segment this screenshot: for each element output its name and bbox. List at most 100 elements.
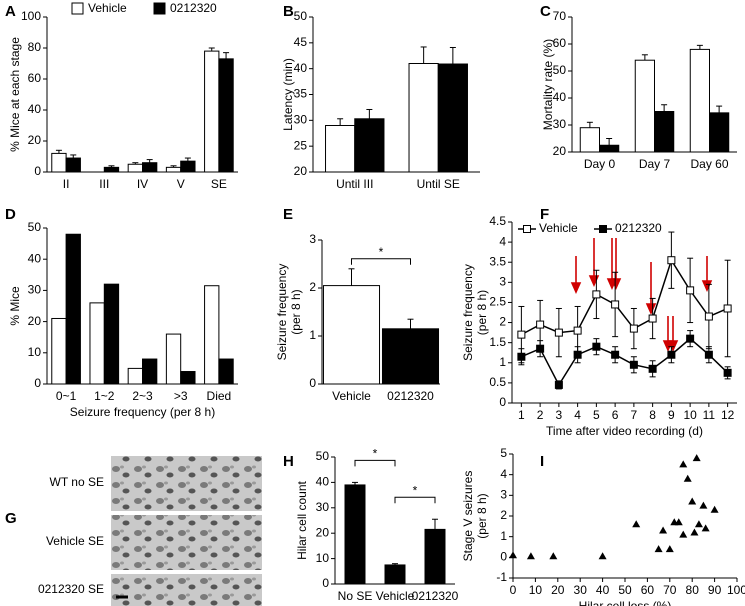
y-tick-label: 0.5: [489, 375, 506, 389]
y-tick-label: 2.5: [489, 295, 506, 309]
bar: [218, 58, 234, 173]
significance-bracket: [354, 459, 396, 467]
bar: [408, 63, 439, 173]
marker: [665, 545, 674, 553]
bar: [689, 48, 710, 153]
y-axis-label: Mortality rate (%): [541, 39, 555, 130]
marker: [517, 352, 526, 361]
x-tick-label: Day 7: [639, 157, 671, 171]
y-tick-label: 80: [28, 40, 42, 54]
bar: [218, 358, 234, 385]
marker: [573, 326, 582, 335]
y-tick-label: 0: [500, 550, 507, 564]
bar: [127, 163, 144, 173]
y-tick-label: 3: [500, 488, 507, 502]
y-axis-label: Seizure frequency: [275, 264, 289, 361]
y-tick-label: 2: [499, 315, 506, 329]
bar: [142, 358, 158, 385]
y-tick-label: 60: [28, 71, 42, 85]
bar: [579, 127, 600, 153]
y-tick-label: 20: [553, 144, 567, 158]
bar: [165, 333, 182, 385]
x-tick-label: Vehicle: [332, 389, 371, 403]
marker: [517, 330, 526, 339]
y-tick-label: 4: [500, 467, 507, 481]
y-tick-label: 40: [28, 102, 42, 116]
x-tick-label: 12: [721, 408, 735, 422]
bar: [344, 484, 366, 585]
x-tick-label: 9: [668, 408, 675, 422]
y-tick-label: 50: [294, 9, 308, 23]
x-tick-label: Vehicle: [376, 589, 415, 603]
x-tick-label: Until III: [336, 177, 373, 191]
y-tick-label: 70: [553, 9, 567, 23]
x-tick-label: 4: [574, 408, 581, 422]
y-axis-label: (per 8 h): [475, 493, 489, 538]
x-tick-label: II: [63, 177, 70, 191]
marker: [536, 344, 545, 353]
bar: [65, 157, 81, 173]
bar: [103, 283, 120, 385]
y-tick-label: 20: [28, 314, 42, 328]
y-axis-label: Latency (min): [281, 58, 295, 131]
x-tick-label: 0: [510, 583, 517, 597]
y-tick-label: 35: [294, 87, 308, 101]
y-tick-label: 40: [294, 61, 308, 75]
x-tick-label: 90: [708, 583, 722, 597]
marker: [554, 380, 563, 389]
y-axis-label: % Mice: [8, 286, 22, 326]
y-tick-label: 30: [28, 283, 42, 297]
marker: [509, 551, 517, 559]
y-tick-label: 4: [499, 234, 506, 248]
histology-image: [111, 574, 262, 606]
series-line: [521, 337, 729, 387]
y-tick-label: 40: [553, 90, 567, 104]
marker: [611, 350, 620, 359]
y-tick-label: 1.5: [489, 335, 506, 349]
marker: [686, 334, 695, 343]
bar: [103, 166, 120, 173]
marker: [629, 324, 638, 333]
y-tick-label: 50: [28, 220, 42, 234]
x-tick-label: 80: [686, 583, 700, 597]
marker: [674, 518, 683, 526]
y-tick-label: 10: [28, 345, 42, 359]
panel-label: D: [5, 206, 16, 223]
x-tick-label: V: [177, 177, 185, 191]
marker: [679, 530, 688, 538]
x-tick-label: 10: [683, 408, 697, 422]
bar: [127, 367, 144, 385]
marker: [549, 552, 558, 560]
bar: [709, 112, 730, 153]
significance-bracket: [394, 496, 436, 504]
x-tick-label: IV: [137, 177, 148, 191]
marker: [699, 501, 708, 509]
y-tick-label: 30: [294, 113, 308, 127]
x-tick-label: 20: [551, 583, 565, 597]
y-axis-label: Stage V seizures: [461, 471, 475, 562]
bar: [325, 125, 356, 173]
panel-label: I: [540, 453, 544, 470]
y-axis-label: (per 8 h): [289, 289, 303, 334]
legend-swatch: [153, 2, 166, 15]
marker: [592, 342, 601, 351]
bar: [354, 118, 385, 173]
marker: [554, 328, 563, 337]
x-tick-label: 11: [703, 408, 716, 422]
marker: [694, 520, 703, 528]
y-axis-label: % Mice at each stage: [8, 37, 22, 152]
y-tick-label: 100: [21, 9, 41, 23]
panel-label: G: [5, 510, 17, 527]
marker: [648, 314, 657, 323]
y-tick-label: 50: [553, 63, 567, 77]
bar: [180, 371, 196, 385]
y-tick-label: 50: [316, 449, 330, 463]
bar: [634, 59, 655, 153]
x-tick-label: 7: [631, 408, 638, 422]
marker: [667, 350, 676, 359]
bar: [384, 564, 406, 585]
marker: [536, 320, 545, 329]
bar: [142, 162, 158, 173]
y-tick-label: -1: [496, 570, 507, 584]
